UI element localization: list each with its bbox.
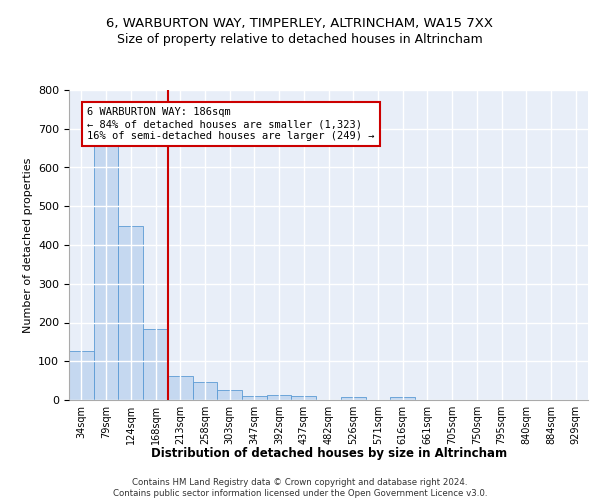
Bar — [143, 329, 168, 400]
Bar — [242, 396, 267, 400]
Bar — [168, 376, 193, 400]
Bar — [341, 398, 365, 400]
Bar — [390, 397, 415, 400]
Bar — [292, 396, 316, 400]
Text: 6, WARBURTON WAY, TIMPERLEY, ALTRINCHAM, WA15 7XX: 6, WARBURTON WAY, TIMPERLEY, ALTRINCHAM,… — [107, 18, 493, 30]
Text: Distribution of detached houses by size in Altrincham: Distribution of detached houses by size … — [151, 448, 507, 460]
Text: Size of property relative to detached houses in Altrincham: Size of property relative to detached ho… — [117, 32, 483, 46]
Text: Contains HM Land Registry data © Crown copyright and database right 2024.
Contai: Contains HM Land Registry data © Crown c… — [113, 478, 487, 498]
Y-axis label: Number of detached properties: Number of detached properties — [23, 158, 32, 332]
Bar — [94, 144, 118, 400]
Bar — [193, 382, 217, 400]
Bar — [217, 390, 242, 400]
Bar — [69, 351, 94, 400]
Bar — [118, 226, 143, 400]
Bar — [267, 396, 292, 400]
Text: 6 WARBURTON WAY: 186sqm
← 84% of detached houses are smaller (1,323)
16% of semi: 6 WARBURTON WAY: 186sqm ← 84% of detache… — [87, 108, 374, 140]
